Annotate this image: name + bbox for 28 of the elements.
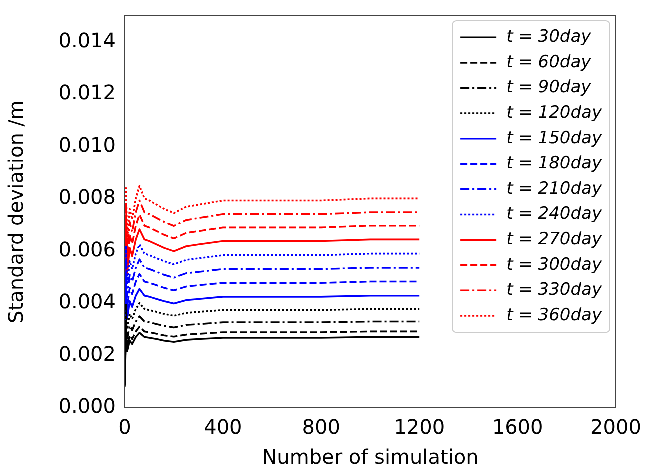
y-tick-label: 0.008 bbox=[58, 185, 116, 210]
legend-label: t = 270day bbox=[506, 229, 603, 250]
legend-label: t = 360day bbox=[506, 305, 603, 326]
x-tick-label: 1200 bbox=[394, 415, 446, 440]
y-tick-label: 0.004 bbox=[58, 290, 116, 314]
legend-label: t = 210day bbox=[506, 178, 603, 199]
legend-label: t = 60day bbox=[506, 52, 592, 72]
y-tick-label: 0.000 bbox=[58, 394, 116, 418]
legend-label: t = 180day bbox=[506, 154, 603, 174]
legend-label: t = 150day bbox=[506, 128, 603, 148]
legend-label: t = 300day bbox=[506, 254, 603, 275]
y-tick-label: 0.014 bbox=[58, 28, 116, 52]
legend-label: t = 90day bbox=[506, 78, 592, 98]
y-tick-label: 0.006 bbox=[58, 237, 116, 262]
x-tick-label: 400 bbox=[204, 415, 242, 440]
legend-label: t = 30day bbox=[506, 27, 592, 48]
x-tick-label: 0 bbox=[118, 415, 132, 440]
x-tick-label: 2000 bbox=[590, 415, 642, 440]
x-tick-label: 1600 bbox=[492, 415, 544, 440]
y-tick-label: 0.002 bbox=[58, 342, 116, 366]
y-tick-label: 0.010 bbox=[58, 132, 116, 157]
y-tick-label: 0.012 bbox=[58, 80, 116, 105]
legend-label: t = 240day bbox=[506, 204, 603, 224]
x-tick-label: 800 bbox=[302, 415, 340, 440]
legend-label: t = 120day bbox=[506, 102, 603, 123]
y-axis-title: Standard deviation /m bbox=[4, 100, 28, 324]
x-axis-title: Number of simulation bbox=[262, 445, 479, 470]
legend-label: t = 330day bbox=[506, 280, 603, 300]
